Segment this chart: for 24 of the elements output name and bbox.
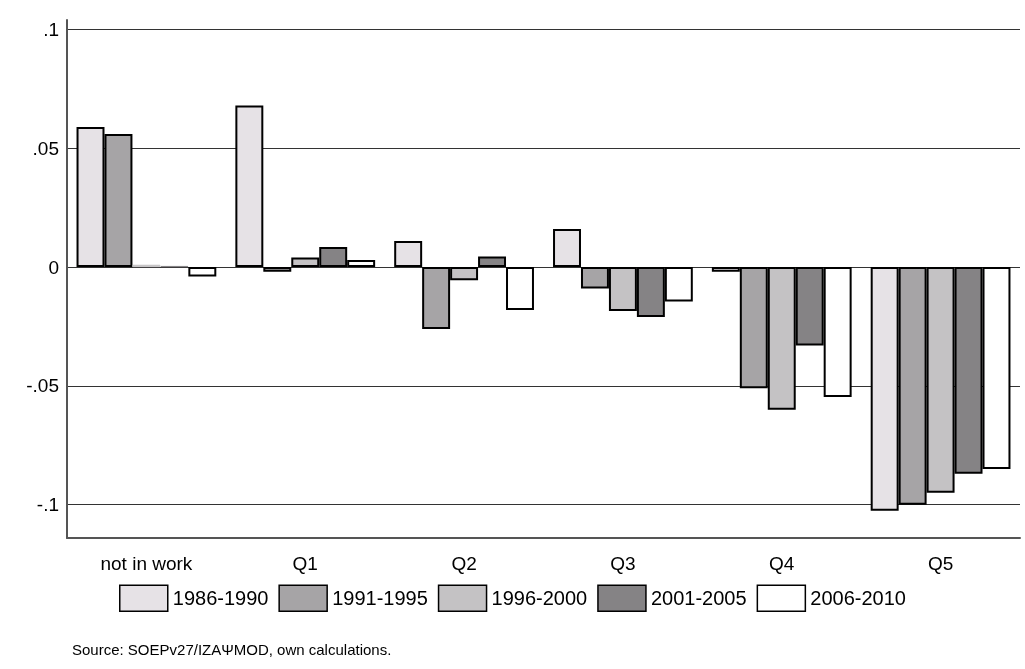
legend-label: 2006-2010 xyxy=(810,587,906,610)
x-tick-label: Q1 xyxy=(292,553,318,574)
x-tick-label: Q4 xyxy=(769,553,795,574)
x-tick-label: Q3 xyxy=(610,553,636,574)
legend-label: 1986-1990 xyxy=(172,587,269,610)
legend-label: 1996-2000 xyxy=(491,587,588,610)
y-tick-label: .05 xyxy=(32,137,59,159)
x-tick-label: Q2 xyxy=(451,553,477,574)
y-tick-label: 0 xyxy=(48,256,59,278)
y-tick-label: -.05 xyxy=(26,375,59,397)
bar xyxy=(506,267,534,310)
y-tick-label: .1 xyxy=(43,19,59,40)
x-tick-label: Q5 xyxy=(927,553,954,574)
bar xyxy=(188,267,217,277)
bar xyxy=(553,229,581,268)
bar xyxy=(263,267,292,272)
y-tick-label: -.1 xyxy=(36,494,59,516)
bar xyxy=(235,105,264,268)
legend-label: 2001-2005 xyxy=(650,587,747,610)
source-note: Source: SOEPv27/IZAΨMOD, own calculations. xyxy=(72,641,392,658)
legend-label: 1991-1995 xyxy=(332,587,428,610)
bar xyxy=(394,240,423,268)
bar xyxy=(478,256,507,268)
x-tick-label: not in work xyxy=(100,553,193,574)
